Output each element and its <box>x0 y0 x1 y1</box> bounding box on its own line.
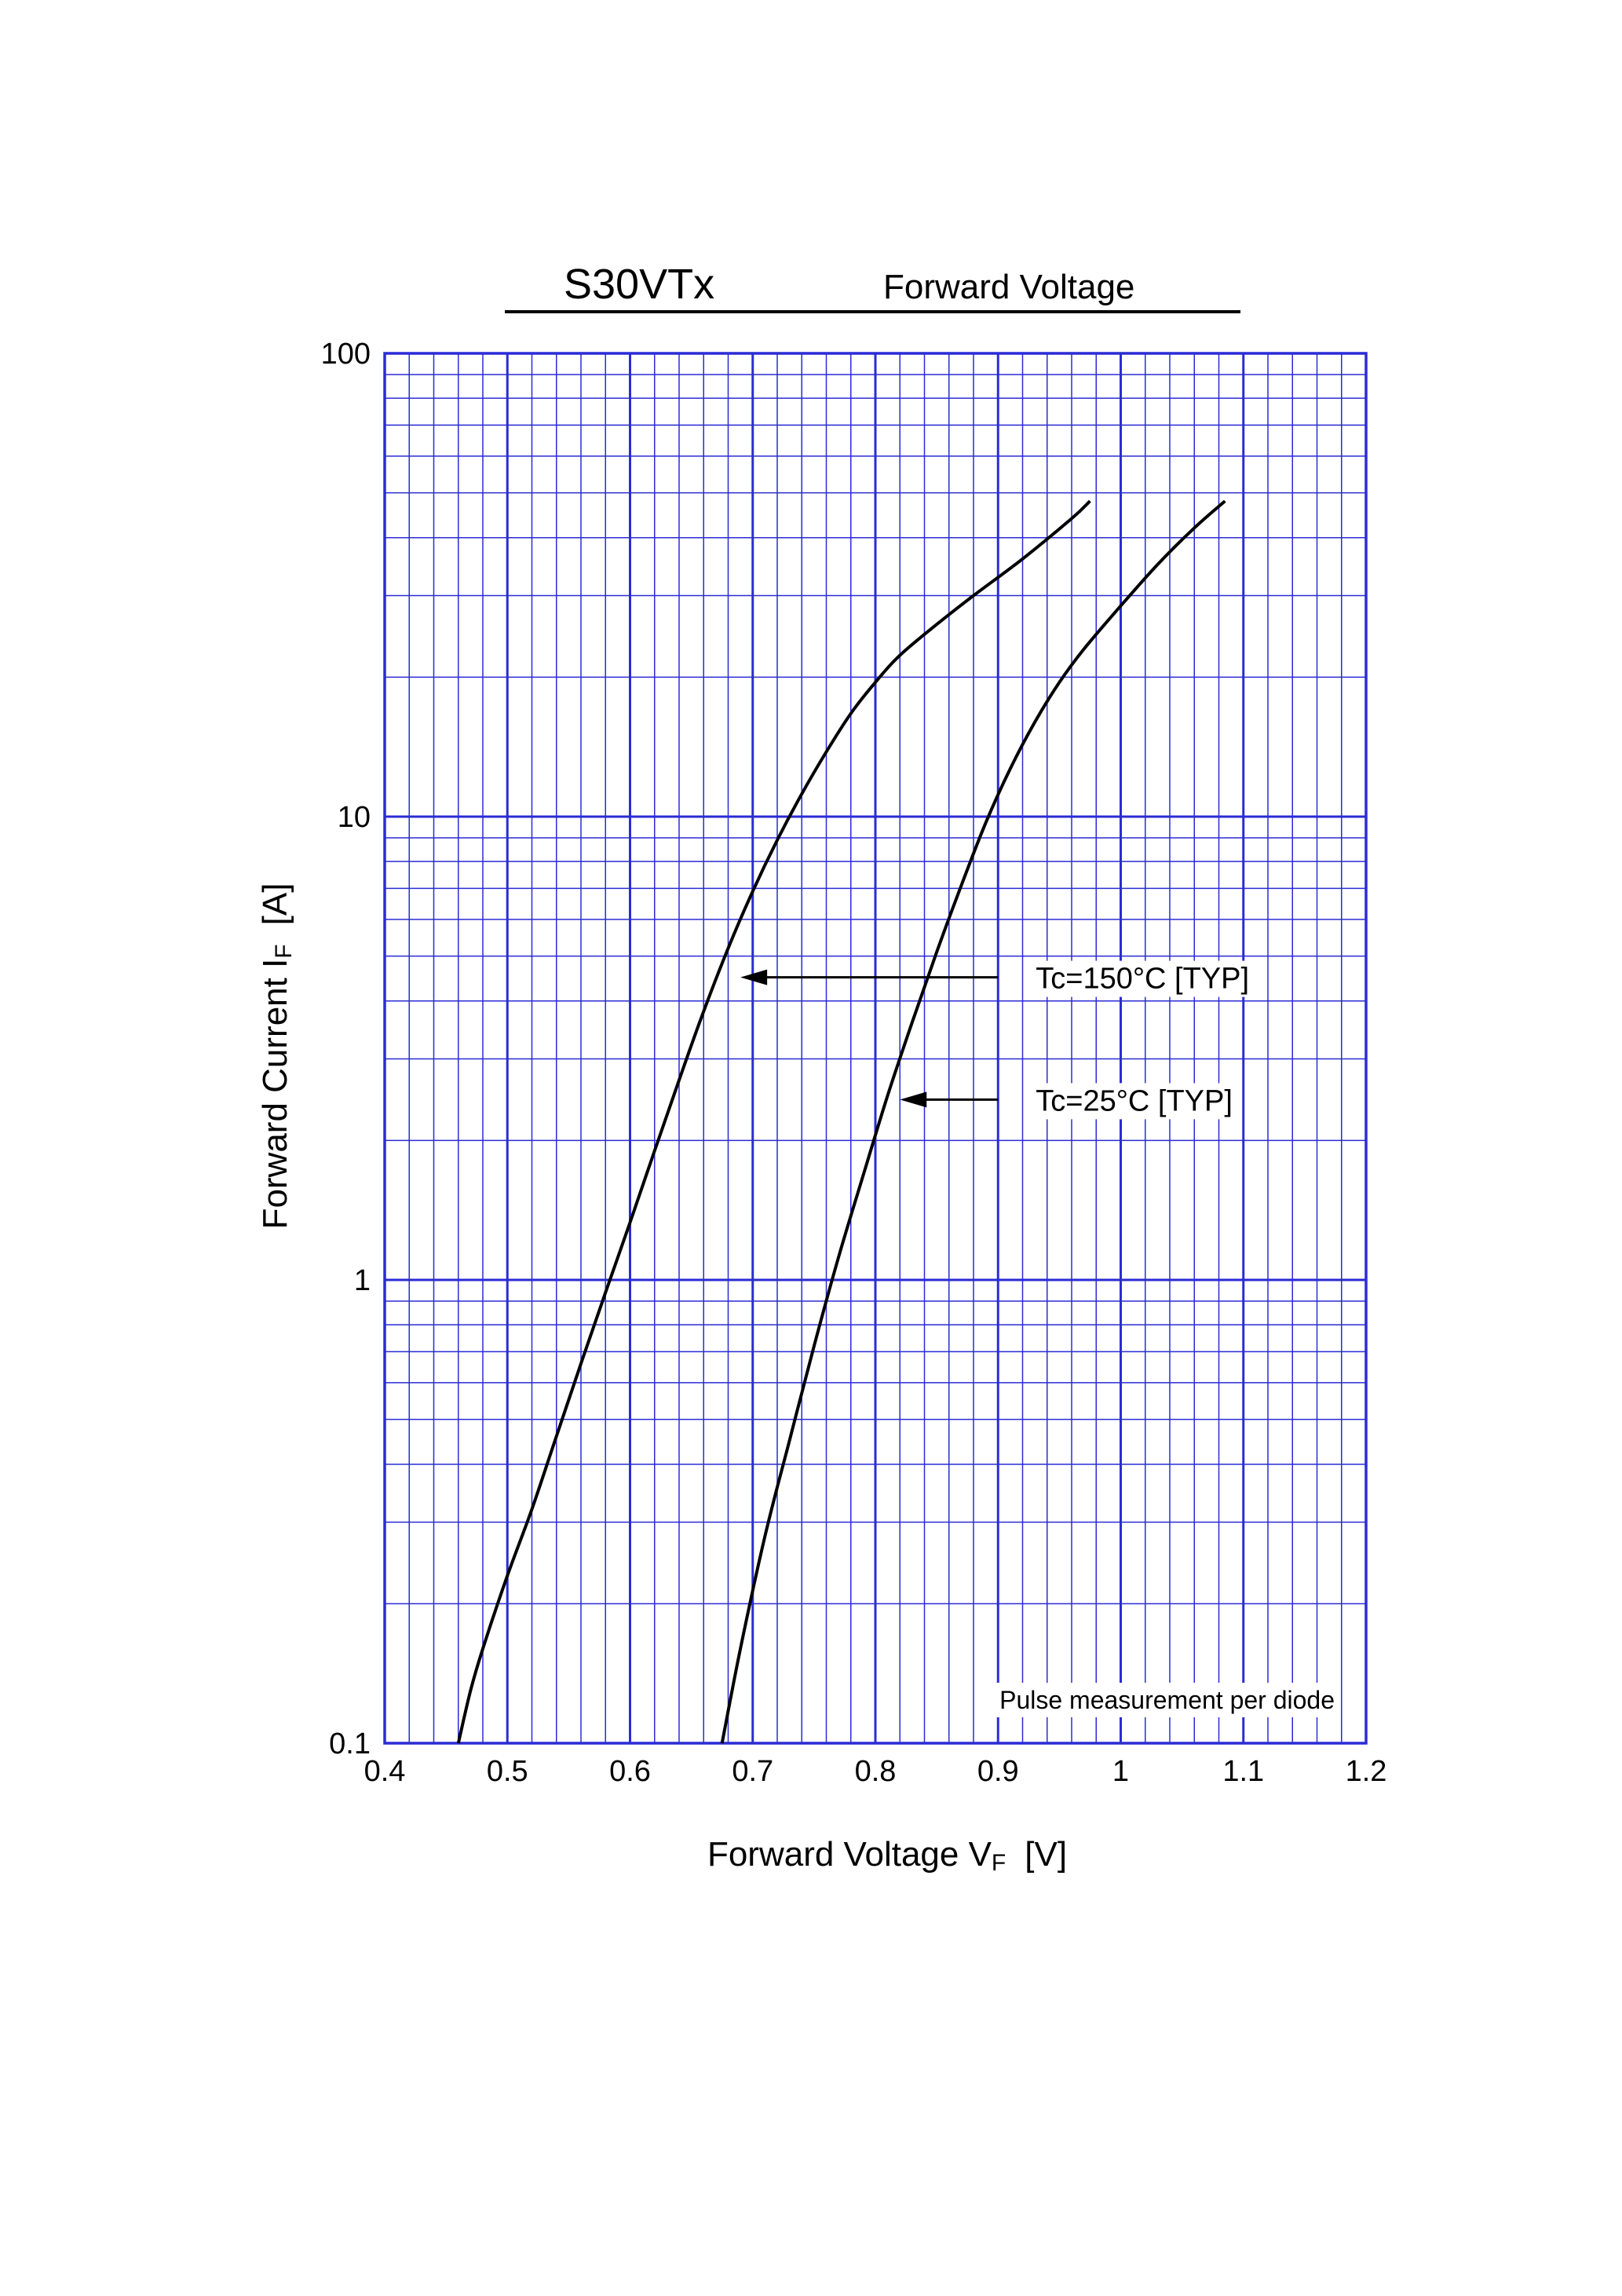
x-tick-label: 0.8 <box>855 1755 897 1788</box>
pulse-note-bg <box>993 1683 1341 1717</box>
x-axis-title-main: Forward Voltage V <box>707 1835 992 1874</box>
annotation-arrowhead <box>900 1091 927 1108</box>
x-tick-label: 1.2 <box>1346 1755 1387 1788</box>
annotation-label-bg <box>1031 1083 1237 1120</box>
annotation-arrowhead <box>740 969 768 985</box>
annotation-label: Tc=150°C [TYP] <box>1036 963 1249 996</box>
y-tick-label: 100 <box>321 338 371 371</box>
x-tick-label: 0.9 <box>977 1755 1019 1788</box>
x-axis-title-sub: F <box>992 1850 1006 1876</box>
chart-title: S30VTx <box>564 261 714 308</box>
series-line-25c <box>720 499 1226 1744</box>
y-axis-title-sub: F <box>271 944 297 958</box>
y-tick-label: 1 <box>354 1264 371 1297</box>
y-axis-title: Forward Current IF [A] <box>256 883 297 1230</box>
y-axis-title-unit: [A] <box>256 883 294 926</box>
x-tick-label: 0.6 <box>609 1755 651 1788</box>
tick-labels: 0.4 0.5 0.6 0.7 0.8 0.9 1 1.1 1.2 0.1 1 10 100 <box>321 338 1387 1788</box>
x-tick-label: 1.1 <box>1222 1755 1264 1788</box>
y-tick-label: 0.1 <box>329 1727 371 1760</box>
x-tick-label: 0.7 <box>732 1755 773 1788</box>
x-tick-label: 1 <box>1112 1755 1129 1788</box>
plot-frame <box>383 352 1368 1745</box>
x-tick-label: 0.4 <box>364 1755 406 1788</box>
x-axis-title: Forward Voltage VF [V] <box>707 1835 1067 1876</box>
x-tick-label: 0.5 <box>487 1755 528 1788</box>
annotation-label: Tc=25°C [TYP] <box>1036 1084 1233 1117</box>
annotations: Tc=150°C [TYP] Tc=25°C [TYP] <box>740 960 1255 1120</box>
pulse-note: Pulse measurement per diode <box>999 1686 1335 1714</box>
y-tick-label: 10 <box>338 801 371 834</box>
series-line-150c <box>456 499 1091 1744</box>
series-lines <box>456 499 1226 1744</box>
y-axis-title-main: Forward Current I <box>256 959 294 1230</box>
annotation-label-bg <box>1031 960 1255 997</box>
chart-subtitle: Forward Voltage <box>883 268 1134 306</box>
grid-lines <box>383 352 1368 1745</box>
x-axis-title-unit: [V] <box>1025 1835 1067 1874</box>
